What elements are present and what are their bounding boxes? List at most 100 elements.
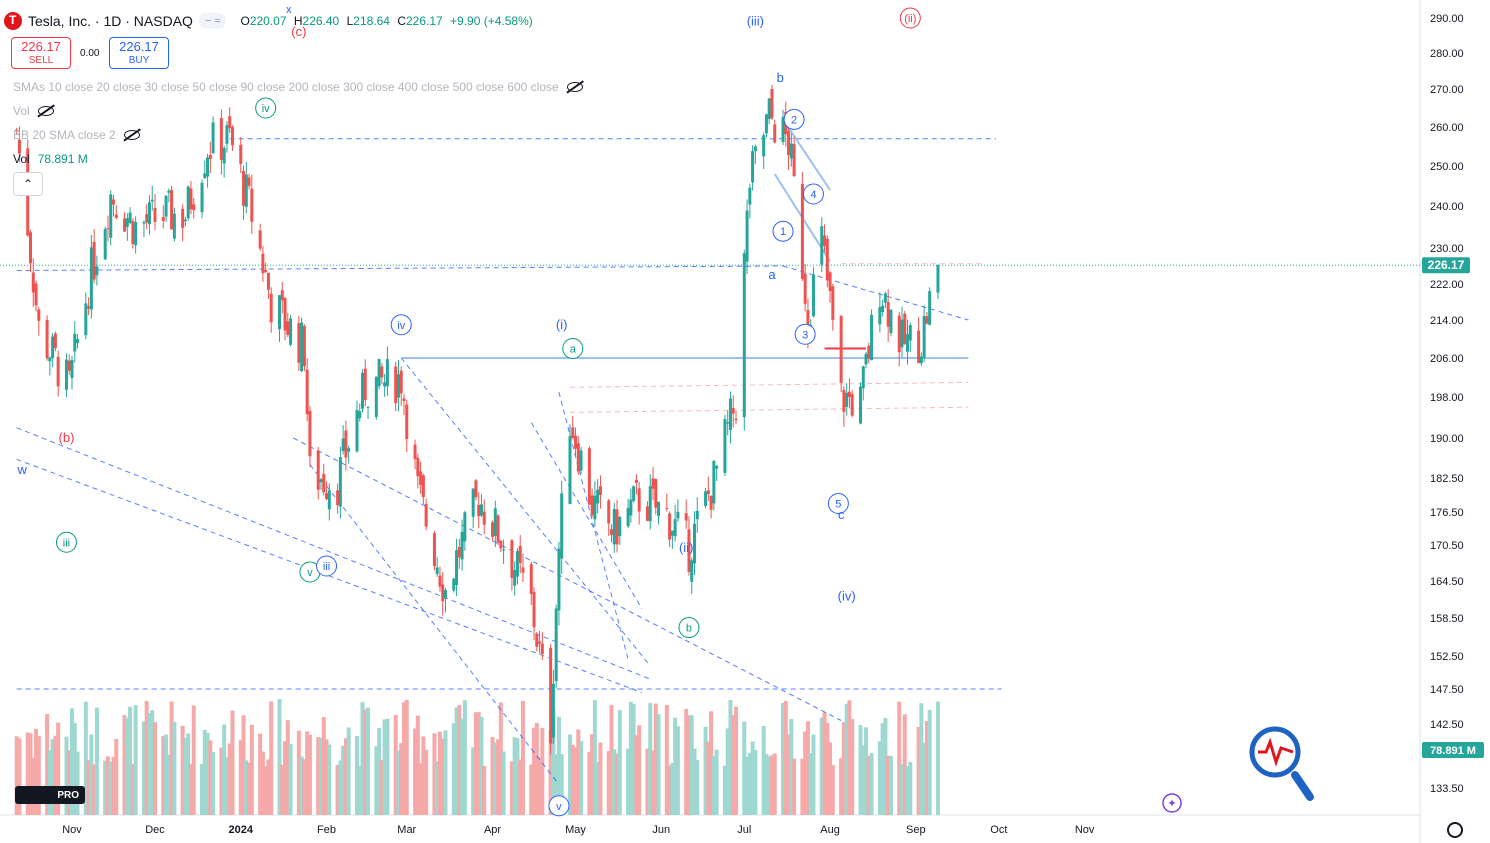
volume-bar — [573, 747, 578, 815]
wave-label: iii — [63, 537, 70, 549]
x-tick-label: Dec — [145, 824, 165, 836]
hidden-eye-icon[interactable] — [123, 130, 140, 140]
volume-bar — [443, 730, 448, 815]
close-x-icon[interactable]: x — [286, 4, 292, 16]
volume-bar — [670, 762, 675, 815]
candle-body — [668, 513, 672, 540]
volume-bar — [169, 701, 174, 815]
sell-button[interactable]: 226.17 SELL — [11, 37, 71, 69]
y-tick-label: 170.50 — [1430, 540, 1464, 552]
volume-bar — [883, 717, 888, 815]
symbol-title[interactable]: Tesla, Inc. · 1D · NASDAQ — [28, 13, 193, 29]
volume-bar — [750, 741, 755, 815]
candle-body — [325, 493, 329, 500]
candle-body — [734, 418, 738, 421]
candle-body — [300, 322, 304, 372]
candle-body — [239, 144, 243, 165]
wave-label: 4 — [810, 189, 816, 201]
vol-indicator-row[interactable]: Vol — [13, 104, 54, 118]
candle-body — [336, 490, 340, 506]
buy-button[interactable]: 226.17 BUY — [109, 37, 169, 69]
buy-label: BUY — [128, 55, 150, 66]
candle-body — [15, 129, 19, 132]
candle-body — [587, 448, 591, 505]
current-price-label: 226.17 — [1428, 258, 1465, 272]
volume-bar — [56, 722, 61, 815]
volume-bar — [327, 744, 332, 815]
volume-bar — [927, 709, 932, 815]
volume-indicator-row[interactable]: Vol 78.891 M — [13, 152, 88, 166]
volume-bar — [396, 750, 401, 815]
trendline-diag-a — [400, 357, 651, 667]
volume-bar — [540, 727, 545, 815]
candle-body — [496, 515, 500, 543]
wave-label: iv — [397, 320, 405, 332]
candle-body — [515, 551, 519, 577]
volume-bar — [280, 764, 285, 815]
candle-body — [264, 269, 268, 272]
bb-indicator-row[interactable]: BB 20 SMA close 2 — [13, 128, 140, 142]
volume-bar — [886, 755, 891, 815]
candle-body — [347, 448, 351, 452]
volume-bar — [114, 738, 119, 815]
ohlc-readout: O220.07 H226.40 L218.64 C226.17 +9.90 (+… — [240, 14, 533, 28]
volume-bar — [346, 727, 351, 815]
collapse-indicators-button[interactable]: ⌃ — [13, 172, 43, 196]
candle-body — [881, 305, 885, 313]
volume-bar — [684, 708, 689, 815]
volume-bar — [34, 729, 39, 815]
volume-bar — [512, 737, 517, 815]
candle-body — [452, 578, 456, 591]
candle-body — [103, 228, 107, 260]
candle-body — [164, 195, 168, 217]
volume-bar — [319, 737, 323, 815]
candle-body — [800, 184, 804, 279]
hidden-eye-icon[interactable] — [566, 82, 583, 92]
candle-body — [651, 478, 655, 489]
candle-body — [189, 188, 193, 210]
candle-body — [792, 144, 796, 176]
volume-bar — [637, 725, 642, 815]
volume-bar — [122, 715, 127, 815]
y-tick-label: 152.50 — [1430, 651, 1464, 663]
volume-bar — [805, 721, 810, 815]
volume-bar — [479, 716, 484, 815]
volume-bar — [803, 731, 808, 815]
candle-body — [474, 480, 478, 498]
volume-bar — [269, 701, 274, 815]
volume-bar — [745, 756, 750, 815]
volume-bar — [277, 699, 282, 815]
candle-body — [571, 427, 575, 438]
candle-body — [648, 486, 652, 522]
wave-label: b — [686, 623, 692, 635]
candle-body — [208, 154, 212, 159]
tradingview-logo: PRO — [15, 786, 85, 804]
candle-body — [361, 372, 364, 409]
volume-bar — [570, 744, 575, 815]
gear-icon[interactable] — [1447, 822, 1463, 838]
volume-bar — [180, 725, 185, 815]
bb-indicator-label: BB 20 SMA close 2 — [13, 128, 116, 142]
volume-bar — [399, 743, 404, 815]
candle-body — [396, 374, 400, 398]
hidden-eye-icon[interactable] — [37, 106, 54, 116]
wave-label: v — [556, 801, 562, 813]
volume-bar — [92, 764, 97, 815]
visibility-pill[interactable]: − ≈ — [198, 13, 227, 29]
volume-bar — [144, 700, 149, 815]
volume-bar — [728, 700, 733, 815]
candle-body — [825, 238, 829, 281]
volume-bar — [900, 764, 904, 815]
candle-body — [922, 316, 926, 358]
volume-bar — [161, 736, 166, 815]
sma-indicator-row[interactable]: SMAs 10 close 20 close 30 close 50 close… — [13, 80, 583, 94]
volume-bar — [440, 738, 445, 815]
candle-body — [861, 366, 865, 389]
volume-indicator-label: Vol — [13, 152, 30, 166]
candle-body — [728, 398, 732, 431]
candle-body — [131, 221, 135, 244]
candle-body — [479, 504, 483, 516]
candle-body — [280, 290, 284, 301]
candle-body — [278, 295, 281, 330]
